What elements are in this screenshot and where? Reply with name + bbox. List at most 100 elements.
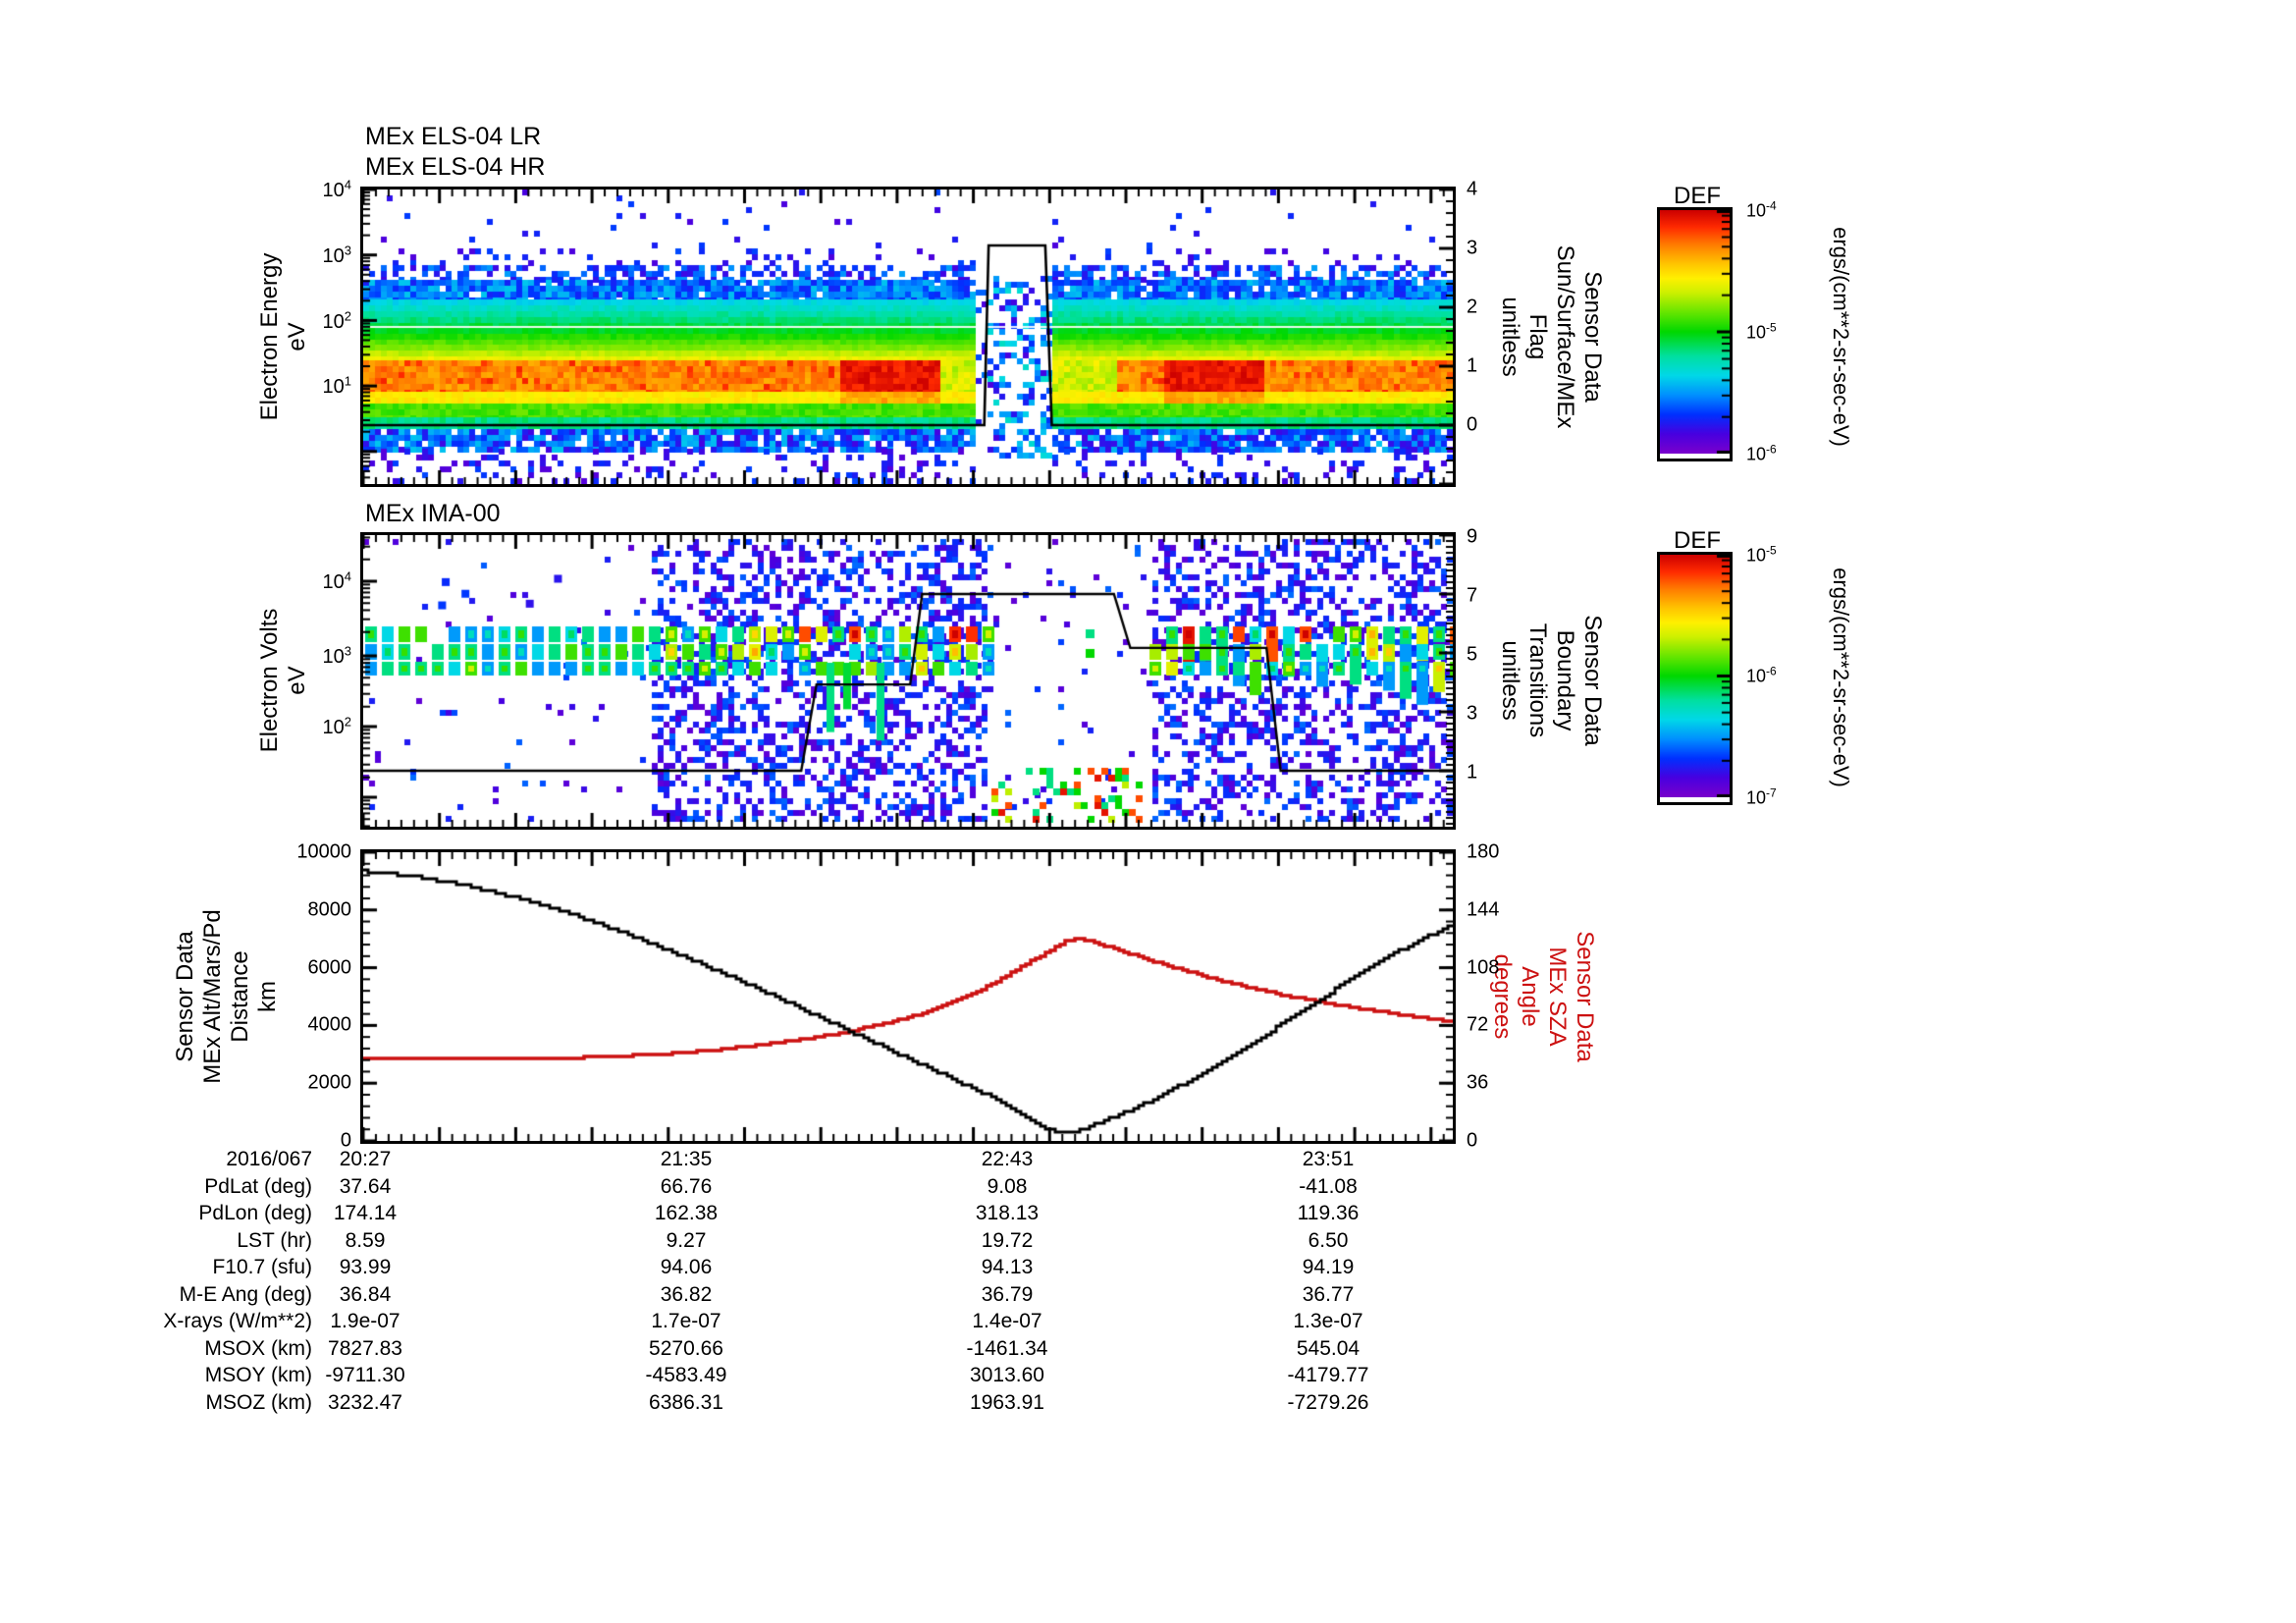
colorbar1-tick-label: 10-4	[1746, 198, 1777, 221]
table-cell: 36.82	[660, 1282, 713, 1306]
colorbar2	[1657, 552, 1733, 805]
els-y-tick-label: 102	[322, 308, 351, 333]
table-cell: 66.76	[660, 1174, 713, 1198]
ima-panel-title: MEx IMA-00	[365, 500, 501, 527]
table-row-label: PdLon (deg)	[198, 1202, 312, 1224]
els-right-tick-label: 0	[1467, 413, 1478, 436]
ima-right-tick-label: 1	[1467, 761, 1478, 784]
orbit-line-panel	[360, 849, 1456, 1144]
orbit-right-tick-label: 180	[1467, 840, 1500, 863]
table-cell: 1.9e-07	[330, 1310, 400, 1332]
table-cell: 9.08	[987, 1174, 1028, 1198]
orbit-right-tick-label: 0	[1467, 1129, 1478, 1152]
ima-spectrogram-panel	[360, 532, 1456, 830]
table-cell: 5270.66	[649, 1336, 723, 1360]
ima-y-tick-label: 102	[322, 714, 351, 738]
colorbar1-tick-label: 10-6	[1746, 442, 1777, 464]
table-cell: 36.84	[339, 1282, 392, 1306]
table-cell: 162.38	[654, 1202, 719, 1224]
table-cell: 36.79	[981, 1282, 1034, 1306]
table-cell: -4583.49	[645, 1364, 727, 1386]
ima-y-axis-label: Electron Volts eV	[256, 608, 310, 753]
table-cell: -4179.77	[1287, 1364, 1369, 1386]
orbit-right-tick-label: 108	[1467, 956, 1500, 979]
orbit-right-tick-label: 144	[1467, 898, 1500, 921]
els-y-tick-label: 103	[322, 243, 351, 267]
table-cell: 1.7e-07	[651, 1310, 721, 1332]
table-row-label: M-E Ang (deg)	[179, 1282, 312, 1306]
table-cell: 7827.83	[328, 1336, 402, 1360]
table-cell: 94.19	[1302, 1256, 1355, 1278]
table-row-label: PdLat (deg)	[204, 1174, 312, 1198]
table-row-label: F10.7 (sfu)	[212, 1256, 312, 1278]
table-cell: 94.13	[981, 1256, 1034, 1278]
colorbar1-gradient	[1660, 210, 1730, 454]
table-cell: -1461.34	[966, 1336, 1048, 1360]
table-row-label: X-rays (W/m**2)	[163, 1310, 312, 1332]
table-cell: 3232.47	[328, 1390, 402, 1414]
table-cell: 1.4e-07	[972, 1310, 1042, 1332]
els-right-tick-label: 3	[1467, 237, 1478, 259]
table-cell: -7279.26	[1287, 1390, 1369, 1414]
table-cell: 6.50	[1308, 1228, 1349, 1252]
orbit-y-axis-label: Sensor Data MEx Alt/Mars/Pd Distance km	[172, 909, 281, 1084]
colorbar1-tick-label: 10-5	[1746, 320, 1777, 343]
orbit-y-tick-label: 10000	[296, 840, 351, 863]
orbit-y-tick-label: 2000	[307, 1071, 352, 1094]
table-row-label: MSOY (km)	[204, 1364, 312, 1386]
orbit-right-tick-label: 72	[1467, 1013, 1489, 1036]
table-cell: 1.3e-07	[1293, 1310, 1363, 1332]
date-label: 2016/067	[226, 1148, 312, 1170]
els-right-tick-label: 2	[1467, 296, 1478, 318]
time-tick-label: 23:51	[1302, 1148, 1355, 1170]
table-cell: 174.14	[333, 1202, 398, 1224]
table-cell: 1963.91	[970, 1390, 1044, 1414]
table-cell: 545.04	[1296, 1336, 1361, 1360]
ima-right-tick-label: 3	[1467, 702, 1478, 725]
orbit-y-tick-label: 4000	[307, 1013, 352, 1036]
colorbar1-title: DEF	[1674, 183, 1721, 209]
table-cell: 19.72	[981, 1228, 1034, 1252]
els-panel-title: MEx ELS-04 LR MEx ELS-04 HR	[365, 123, 546, 181]
ima-right-axis-label: Sensor Data Boundary Transitions unitles…	[1497, 615, 1606, 746]
table-cell: 8.59	[345, 1228, 386, 1252]
table-cell: 9.27	[666, 1228, 707, 1252]
colorbar1-units: ergs/(cm**2-sr-sec-eV)	[1829, 227, 1853, 447]
table-cell: 37.64	[339, 1174, 392, 1198]
table-cell: 93.99	[339, 1256, 392, 1278]
colorbar2-tick-label: 10-6	[1746, 664, 1777, 686]
orbit-y-tick-label: 8000	[307, 898, 352, 921]
table-cell: 318.13	[975, 1202, 1040, 1224]
ima-right-tick-label: 7	[1467, 584, 1478, 607]
table-row-label: LST (hr)	[237, 1228, 312, 1252]
els-right-tick-label: 1	[1467, 354, 1478, 377]
table-cell: 94.06	[660, 1256, 713, 1278]
time-tick-label: 22:43	[981, 1148, 1034, 1170]
colorbar2-title: DEF	[1674, 527, 1721, 554]
table-cell: -41.08	[1299, 1174, 1358, 1198]
ima-y-tick-label: 104	[322, 568, 351, 593]
table-row-label: MSOX (km)	[204, 1336, 312, 1360]
colorbar1	[1657, 207, 1733, 461]
els-y-tick-label: 101	[322, 373, 351, 398]
ima-right-tick-label: 5	[1467, 643, 1478, 666]
colorbar2-gradient	[1660, 555, 1730, 797]
ima-y-tick-label: 103	[322, 643, 351, 668]
els-right-tick-label: 4	[1467, 178, 1478, 200]
els-spectrogram-panel	[360, 187, 1456, 487]
table-row-label: MSOZ (km)	[205, 1390, 312, 1414]
orbit-lines	[363, 852, 1453, 1141]
colorbar2-tick-label: 10-5	[1746, 543, 1777, 566]
els-y-tick-label: 104	[322, 177, 351, 201]
time-tick-label: 20:27	[339, 1148, 392, 1170]
table-cell: -9711.30	[325, 1364, 405, 1386]
orbit-y-tick-label: 0	[340, 1129, 351, 1152]
colorbar2-tick-label: 10-7	[1746, 785, 1777, 808]
table-cell: 6386.31	[649, 1390, 723, 1414]
orbit-y-tick-label: 6000	[307, 956, 352, 979]
table-cell: 119.36	[1297, 1202, 1360, 1224]
ima-spectrogram	[363, 535, 1453, 827]
colorbar2-units: ergs/(cm**2-sr-sec-eV)	[1829, 568, 1853, 787]
els-spectrogram	[363, 189, 1453, 484]
